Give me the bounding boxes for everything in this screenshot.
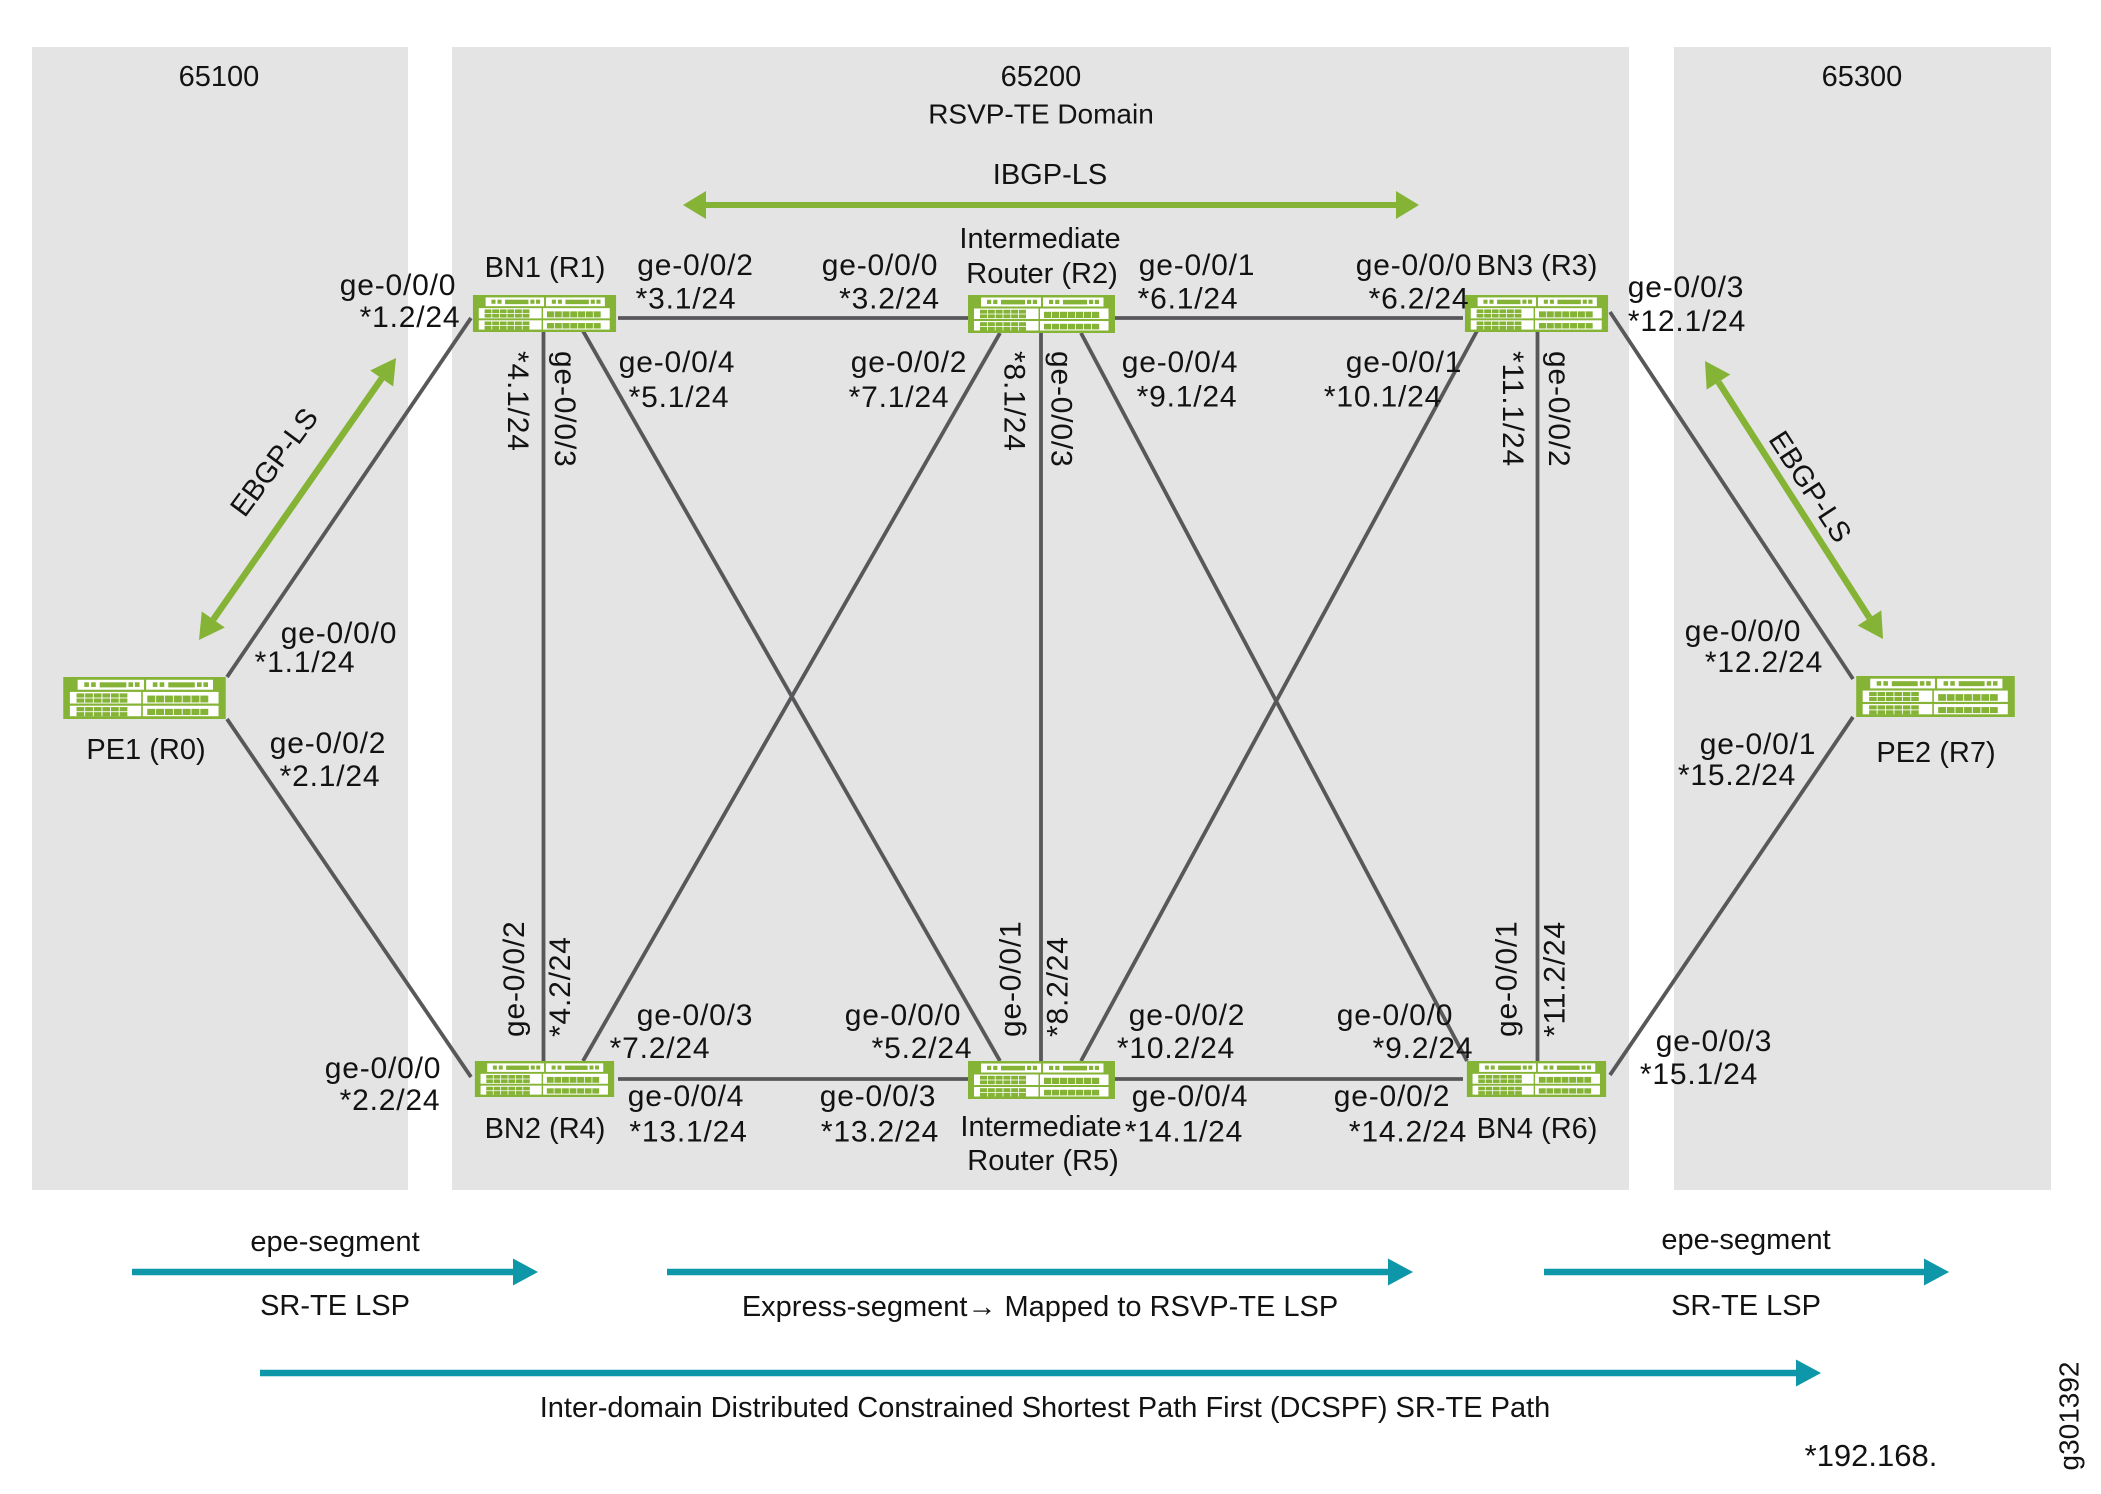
svg-text:ge-0/0/4: ge-0/0/4 (628, 1080, 744, 1113)
svg-text:ge-0/0/3: ge-0/0/3 (548, 351, 581, 467)
svg-text:*11.2/24: *11.2/24 (1539, 921, 1572, 1037)
svg-text:*10.1/24: *10.1/24 (1324, 381, 1442, 414)
svg-text:ge-0/0/3: ge-0/0/3 (820, 1080, 936, 1113)
svg-text:ge-0/0/1: ge-0/0/1 (1346, 346, 1462, 379)
svg-text:epe-segment: epe-segment (1661, 1224, 1830, 1256)
svg-text:epe-segment: epe-segment (250, 1226, 419, 1258)
svg-text:ge-0/0/0: ge-0/0/0 (1685, 615, 1801, 648)
svg-text:*5.2/24: *5.2/24 (872, 1032, 973, 1065)
svg-text:*9.1/24: *9.1/24 (1137, 381, 1238, 414)
svg-text:PE1 (R0): PE1 (R0) (86, 734, 205, 766)
svg-text:ge-0/0/4: ge-0/0/4 (1132, 1080, 1248, 1113)
svg-text:*10.2/24: *10.2/24 (1117, 1032, 1235, 1065)
svg-text:ge-0/0/0: ge-0/0/0 (325, 1052, 441, 1085)
svg-text:BN4 (R6): BN4 (R6) (1477, 1113, 1598, 1145)
svg-text:ge-0/0/2: ge-0/0/2 (1129, 999, 1245, 1032)
svg-text:BN1 (R1): BN1 (R1) (485, 252, 606, 284)
svg-text:ge-0/0/1: ge-0/0/1 (1139, 249, 1255, 282)
svg-text:*14.1/24: *14.1/24 (1125, 1116, 1243, 1149)
svg-text:SR-TE LSP: SR-TE LSP (1671, 1290, 1821, 1322)
svg-text:*4.2/24: *4.2/24 (544, 936, 577, 1037)
svg-text:*1.2/24: *1.2/24 (360, 301, 461, 334)
svg-text:*8.2/24: *8.2/24 (1042, 936, 1075, 1037)
svg-text:BN2 (R4): BN2 (R4) (485, 1113, 606, 1145)
svg-text:ge-0/0/2: ge-0/0/2 (1334, 1080, 1450, 1113)
svg-text:ge-0/0/0: ge-0/0/0 (845, 999, 961, 1032)
svg-text:*12.2/24: *12.2/24 (1705, 646, 1823, 679)
svg-text:Router (R5): Router (R5) (967, 1145, 1119, 1177)
svg-text:Router (R2): Router (R2) (966, 258, 1118, 290)
svg-text:Inter-domain Distributed Const: Inter-domain Distributed Constrained Sho… (540, 1392, 1551, 1424)
svg-text:BN3 (R3): BN3 (R3) (1477, 250, 1598, 282)
svg-text:*8.1/24: *8.1/24 (998, 351, 1031, 452)
svg-text:*2.1/24: *2.1/24 (280, 760, 381, 793)
svg-text:*7.1/24: *7.1/24 (849, 381, 950, 414)
svg-text:ge-0/0/4: ge-0/0/4 (1122, 346, 1238, 379)
svg-text:ge-0/0/0: ge-0/0/0 (1356, 249, 1472, 282)
svg-text:*4.1/24: *4.1/24 (501, 351, 534, 452)
svg-text:ge-0/0/0: ge-0/0/0 (281, 617, 397, 650)
svg-text:*13.1/24: *13.1/24 (629, 1116, 747, 1149)
svg-text:*3.2/24: *3.2/24 (839, 283, 940, 316)
svg-text:Express-segment→ Mapped to RSV: Express-segment→ Mapped to RSVP-TE LSP (742, 1291, 1338, 1323)
svg-text:ge-0/0/4: ge-0/0/4 (619, 346, 735, 379)
svg-text:ge-0/0/3: ge-0/0/3 (1628, 271, 1744, 304)
svg-text:ge-0/0/0: ge-0/0/0 (340, 269, 456, 302)
svg-text:ge-0/0/2: ge-0/0/2 (270, 727, 386, 760)
svg-text:ge-0/0/0: ge-0/0/0 (822, 249, 938, 282)
svg-text:ge-0/0/1: ge-0/0/1 (1700, 728, 1816, 761)
svg-text:*11.1/24: *11.1/24 (1496, 351, 1529, 467)
svg-text:*192.168.: *192.168. (1805, 1438, 1938, 1473)
svg-text:ge-0/0/3: ge-0/0/3 (1045, 351, 1078, 467)
svg-text:*2.2/24: *2.2/24 (340, 1084, 441, 1117)
svg-text:IBGP-LS: IBGP-LS (993, 159, 1107, 191)
svg-text:*9.2/24: *9.2/24 (1373, 1032, 1474, 1065)
svg-text:RSVP-TE Domain: RSVP-TE Domain (928, 99, 1154, 130)
svg-text:*15.1/24: *15.1/24 (1640, 1058, 1758, 1091)
svg-text:ge-0/0/2: ge-0/0/2 (498, 921, 531, 1037)
svg-text:Intermediate: Intermediate (959, 223, 1120, 255)
svg-text:*7.2/24: *7.2/24 (610, 1032, 711, 1065)
svg-text:g301392: g301392 (2054, 1361, 2085, 1470)
svg-text:ge-0/0/3: ge-0/0/3 (637, 999, 753, 1032)
svg-text:ge-0/0/3: ge-0/0/3 (1656, 1025, 1772, 1058)
svg-text:*14.2/24: *14.2/24 (1349, 1116, 1467, 1149)
svg-text:*1.1/24: *1.1/24 (255, 646, 356, 679)
svg-text:PE2 (R7): PE2 (R7) (1876, 737, 1995, 769)
svg-text:*15.2/24: *15.2/24 (1678, 759, 1796, 792)
svg-text:ge-0/0/2: ge-0/0/2 (851, 346, 967, 379)
svg-text:*6.1/24: *6.1/24 (1138, 283, 1239, 316)
svg-text:*6.2/24: *6.2/24 (1369, 283, 1470, 316)
svg-text:*12.1/24: *12.1/24 (1628, 305, 1746, 338)
svg-text:65200: 65200 (1001, 61, 1082, 93)
svg-text:ge-0/0/2: ge-0/0/2 (1542, 351, 1575, 467)
svg-text:ge-0/0/1: ge-0/0/1 (1491, 921, 1524, 1037)
svg-text:*3.1/24: *3.1/24 (636, 283, 737, 316)
svg-text:*5.1/24: *5.1/24 (629, 381, 730, 414)
svg-text:*13.2/24: *13.2/24 (821, 1116, 939, 1149)
svg-text:ge-0/0/1: ge-0/0/1 (995, 921, 1028, 1037)
svg-text:SR-TE LSP: SR-TE LSP (260, 1290, 410, 1322)
svg-text:65100: 65100 (179, 61, 260, 93)
svg-text:65300: 65300 (1822, 61, 1903, 93)
svg-text:Intermediate: Intermediate (960, 1111, 1121, 1143)
svg-text:ge-0/0/2: ge-0/0/2 (637, 249, 753, 282)
svg-text:ge-0/0/0: ge-0/0/0 (1337, 999, 1453, 1032)
